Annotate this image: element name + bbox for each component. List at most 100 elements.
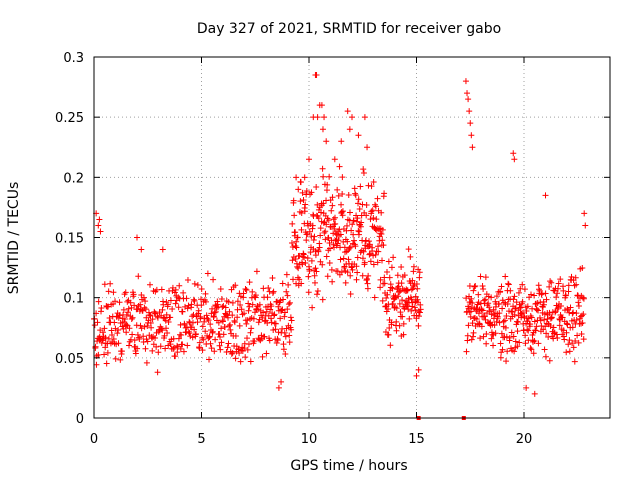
data-point [311,279,318,286]
data-point [543,296,550,303]
data-point [102,344,109,351]
data-point [580,295,587,302]
data-point [308,257,315,264]
data-point [245,307,252,314]
data-point [578,312,585,319]
data-point [353,212,360,219]
data-point [192,331,199,338]
data-point [360,248,367,255]
data-point [155,349,162,356]
data-point [363,202,370,209]
data-point [123,321,130,328]
data-point [503,312,510,319]
data-point [125,305,132,312]
x-tick-label: 0 [90,432,98,447]
data-point [396,300,403,307]
data-point [334,268,341,275]
data-point [550,335,557,342]
data-point [347,244,354,251]
data-point [403,286,410,293]
data-point [514,318,521,325]
data-point [414,296,421,303]
data-point [389,300,396,307]
data-point [179,308,186,315]
data-point [407,253,414,260]
data-point [247,329,254,336]
data-point [218,339,225,346]
data-point [134,234,140,241]
data-point [528,291,535,298]
data-point [331,214,338,221]
data-point [195,307,202,314]
data-point [196,339,203,346]
data-point [318,102,325,109]
data-point [360,170,367,177]
data-point [355,196,362,203]
data-point [298,226,305,233]
data-point [225,314,232,321]
data-point [337,256,344,263]
data-point [114,330,121,337]
data-point [162,317,169,324]
data-point [111,319,118,326]
data-point [364,285,371,292]
data-point [244,317,251,324]
data-point [323,138,330,145]
data-point [259,353,266,360]
data-point [165,319,172,326]
data-point [387,342,394,349]
data-point [200,336,207,343]
data-point [401,272,408,279]
data-point [409,277,416,284]
data-point [306,156,312,163]
data-point [236,322,243,329]
data-point [534,299,541,306]
data-point [352,190,359,197]
data-point [519,298,526,305]
data-point [306,228,313,235]
data-point [504,348,511,355]
y-tick-label: 0.3 [63,51,84,66]
data-point [300,197,307,204]
data-point [506,334,513,341]
data-point [342,279,349,286]
data-point [144,323,151,330]
data-point [305,273,312,280]
data-point [557,303,564,310]
data-point [542,192,549,199]
chart-title: Day 327 of 2021, SRMTID for receiver gab… [197,21,501,37]
data-point [480,333,487,340]
data-point [135,273,142,280]
data-point [221,324,228,331]
data-point [547,315,554,322]
data-point [186,330,193,337]
data-point [405,246,412,253]
data-point [348,227,355,234]
data-point [467,308,474,315]
data-point [293,174,300,181]
data-point [198,285,205,292]
data-point [477,335,484,342]
data-point [202,290,209,297]
data-point [375,248,382,255]
data-point [393,318,400,325]
data-point [289,220,296,227]
data-point [519,281,526,288]
data-point [296,252,303,259]
data-point [142,306,149,313]
data-point [99,329,106,336]
data-point [404,302,411,309]
data-point [246,303,253,310]
data-point [355,200,362,207]
data-point [152,335,159,342]
data-point [522,340,529,347]
data-point [469,144,476,151]
data-point [498,349,505,356]
data-point [164,330,171,337]
data-point [130,291,137,298]
data-point [488,335,495,342]
data-point [511,311,518,318]
data-point [498,330,505,337]
data-point [305,289,312,296]
data-point [508,329,515,336]
